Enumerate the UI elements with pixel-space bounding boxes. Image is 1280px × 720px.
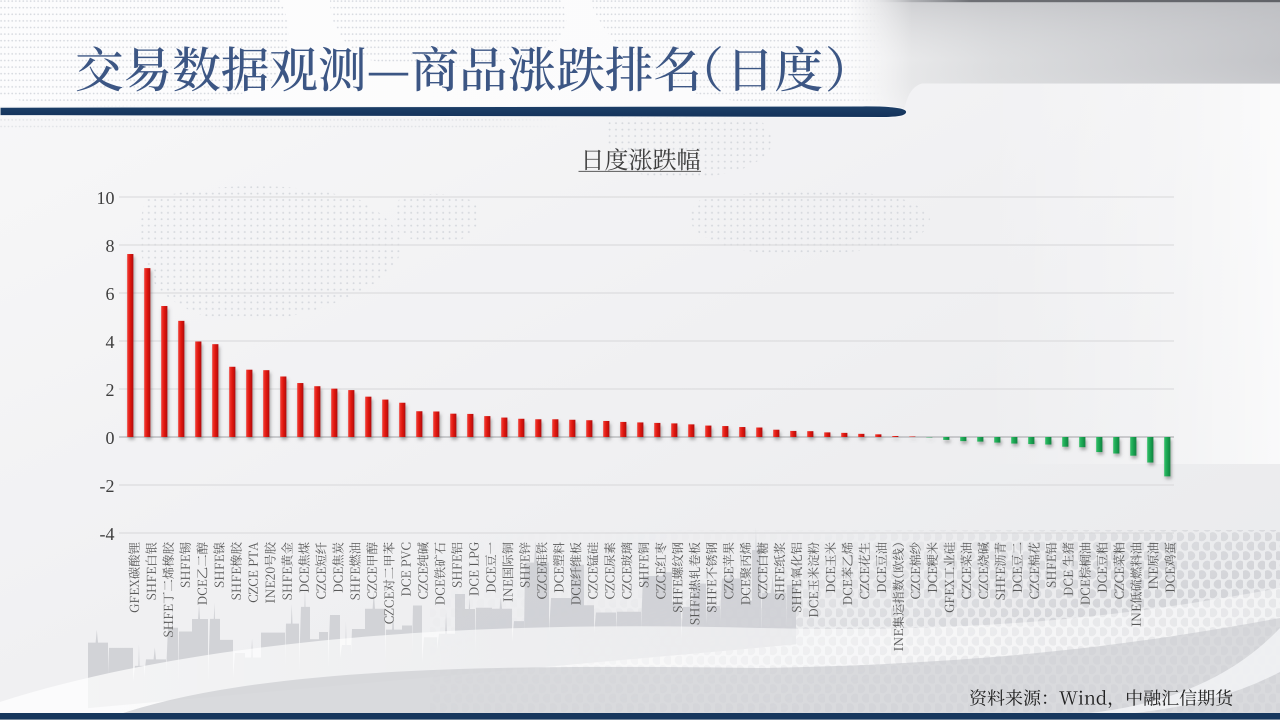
svg-text:2: 2 bbox=[106, 380, 115, 400]
svg-text:-2: -2 bbox=[100, 476, 115, 496]
svg-text:0: 0 bbox=[106, 428, 115, 448]
svg-text:8: 8 bbox=[106, 236, 115, 256]
svg-text:-4: -4 bbox=[100, 524, 115, 544]
svg-text:6: 6 bbox=[106, 284, 115, 304]
svg-text:10: 10 bbox=[97, 188, 115, 208]
svg-text:4: 4 bbox=[106, 332, 115, 352]
